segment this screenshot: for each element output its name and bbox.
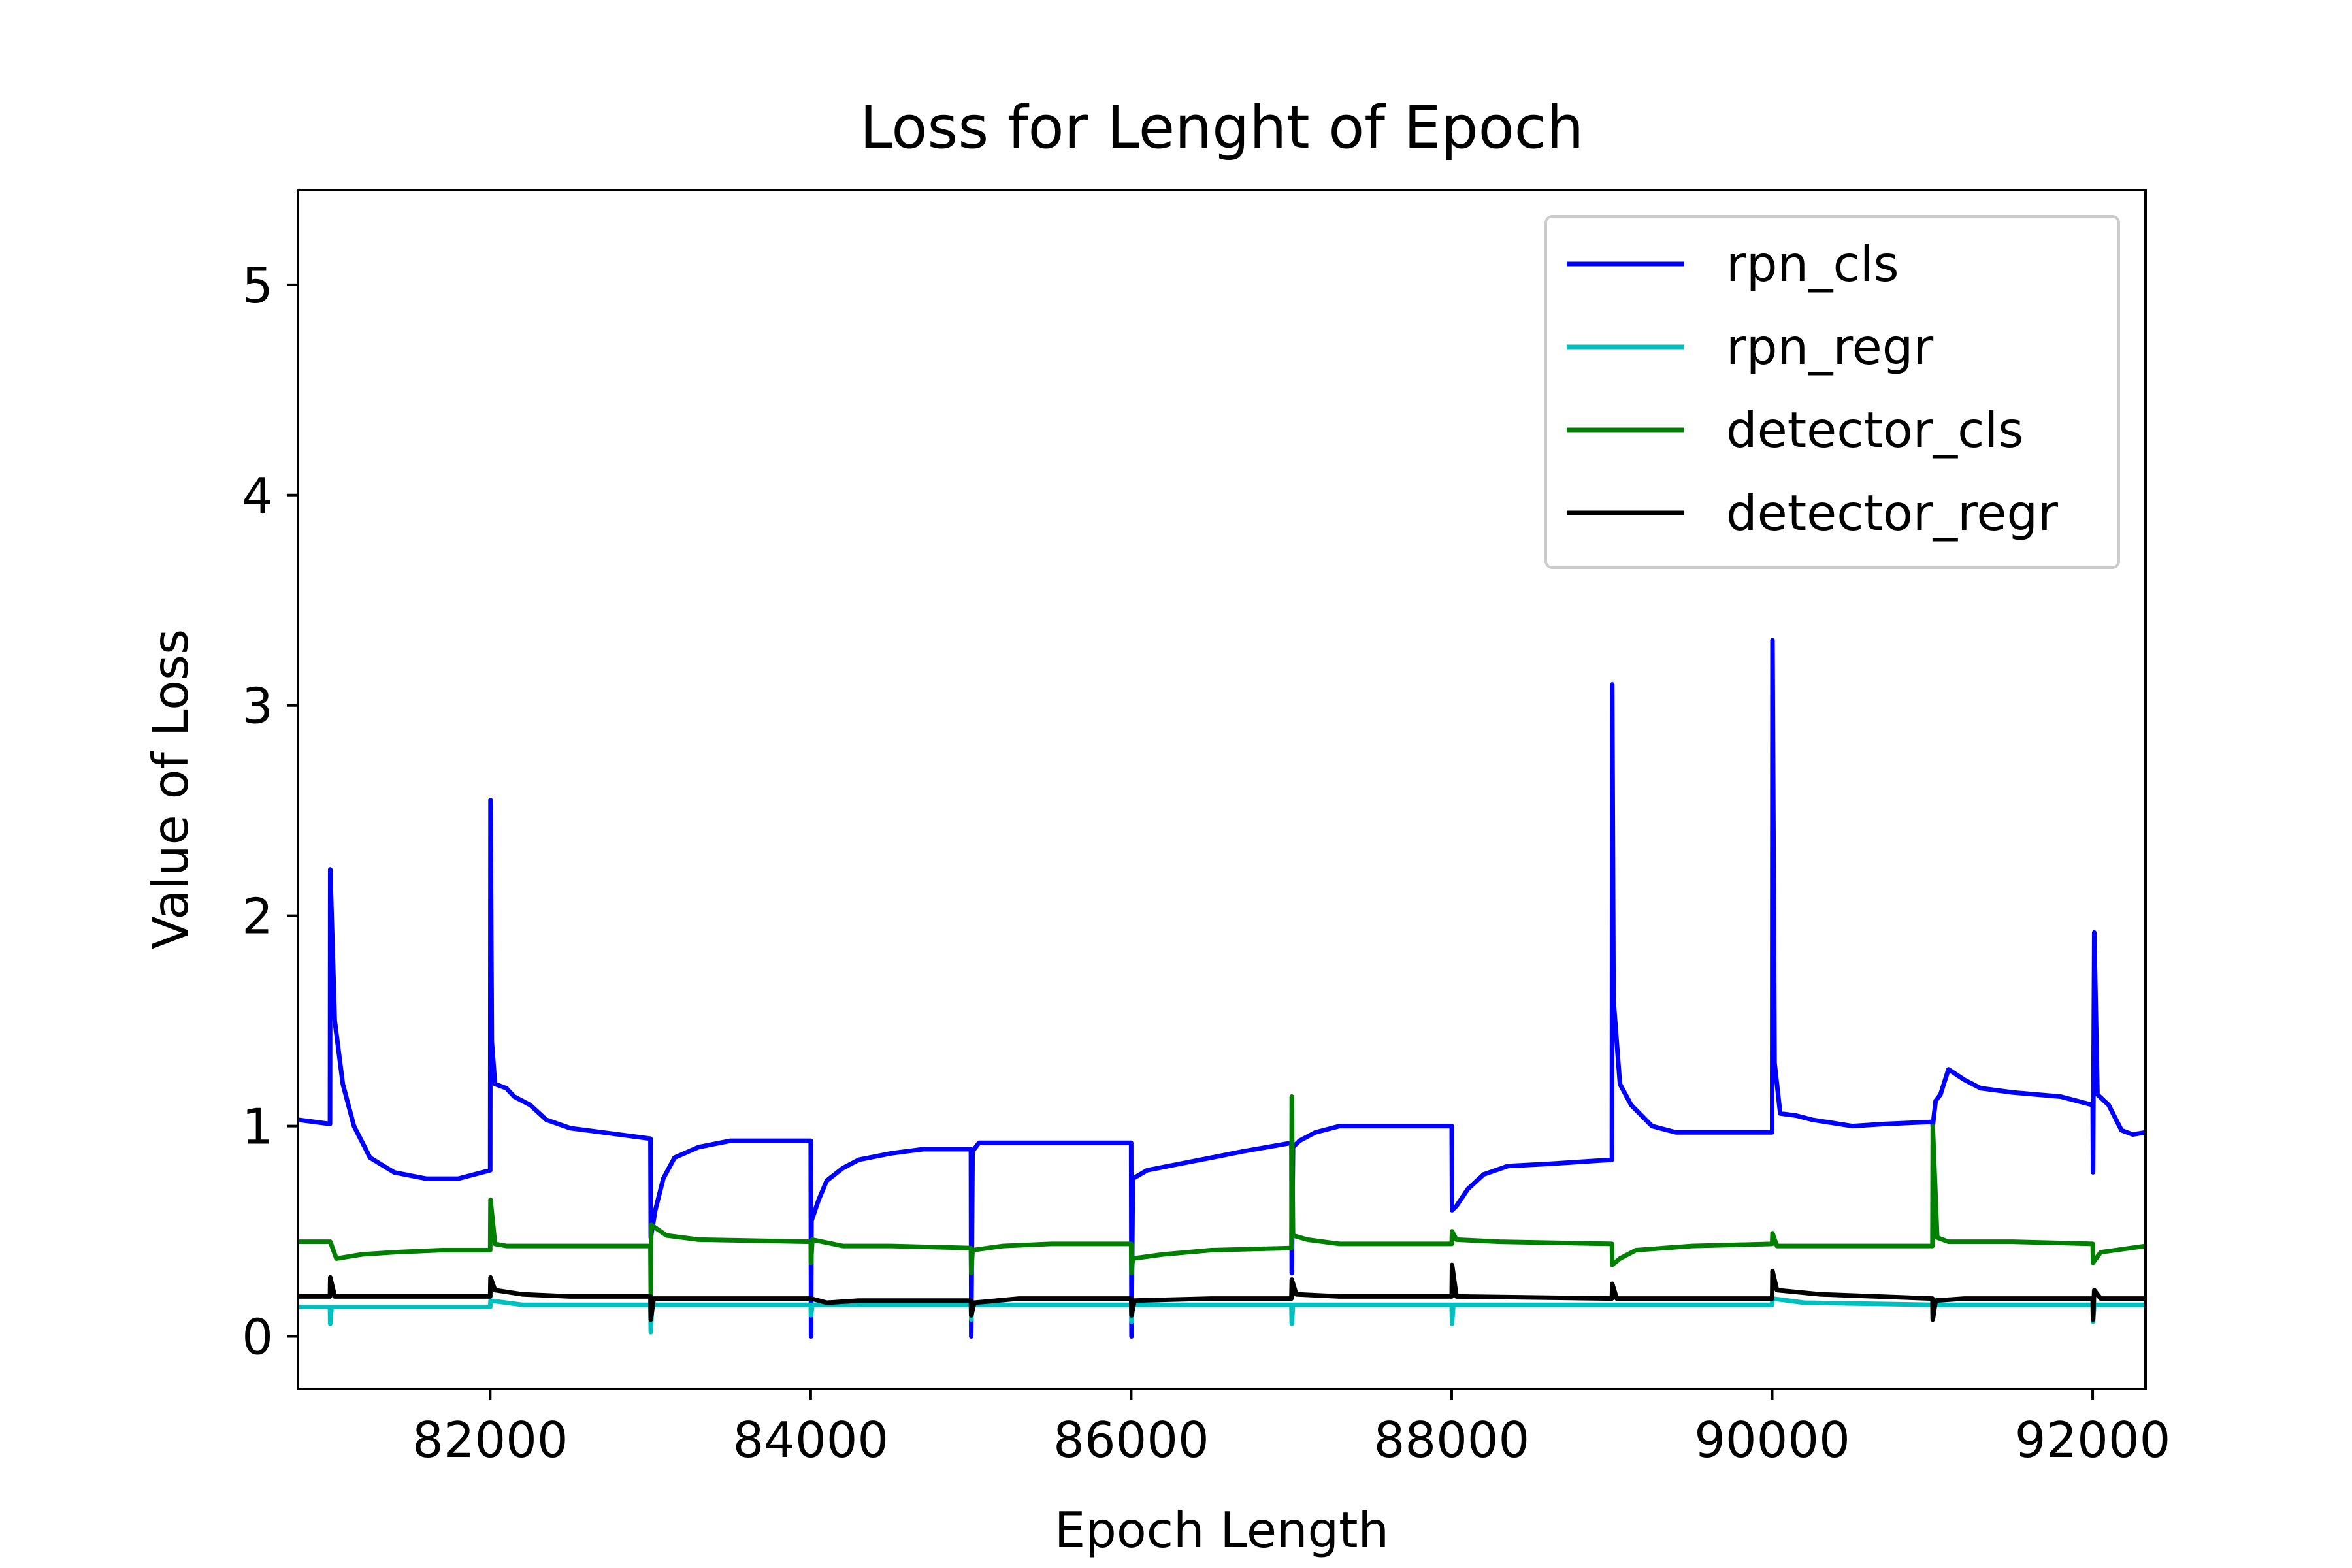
legend: rpn_cls rpn_regr detector_cls detector_regr: [1544, 215, 2120, 569]
y-axis-label: Value of Loss: [142, 629, 199, 949]
plot-frame: [297, 189, 2147, 1390]
legend-items: rpn_cls rpn_regr detector_cls detector_regr: [1567, 235, 2058, 542]
x-axis: 82000 84000 86000 88000 90000 92000: [412, 1389, 2170, 1469]
x-tick-label: 86000: [1053, 1411, 1209, 1469]
chart-title: Loss for Lenght of Epoch: [860, 93, 1584, 162]
legend-box: [1544, 215, 2120, 569]
y-tick-label: 1: [242, 1098, 273, 1156]
y-tick-label: 2: [242, 888, 273, 945]
x-tick-label: 84000: [733, 1411, 889, 1469]
x-tick-label: 90000: [1694, 1411, 1850, 1469]
y-axis: 0 1 2 3 4 5: [242, 257, 298, 1366]
y-tick-label: 5: [242, 257, 273, 314]
x-tick-label: 88000: [1374, 1411, 1530, 1469]
x-tick-label: 82000: [412, 1411, 568, 1469]
legend-label-rpn_cls: rpn_cls: [1726, 235, 1899, 293]
x-axis-label: Epoch Length: [1054, 1501, 1389, 1559]
x-tick-label: 92000: [2015, 1411, 2171, 1469]
y-tick-label: 0: [242, 1309, 273, 1366]
y-tick-label: 3: [242, 678, 273, 735]
legend-label-detector_cls: detector_cls: [1726, 401, 2023, 459]
series-line-detector_cls: [298, 1094, 2146, 1297]
series-line-rpn_cls: [298, 638, 2146, 1339]
legend-label-rpn_regr: rpn_regr: [1726, 318, 1933, 376]
series-line-detector_regr: [298, 1262, 2146, 1322]
series-layer: [298, 638, 2146, 1339]
y-tick-label: 4: [242, 467, 273, 525]
legend-label-detector_regr: detector_regr: [1726, 484, 2058, 542]
